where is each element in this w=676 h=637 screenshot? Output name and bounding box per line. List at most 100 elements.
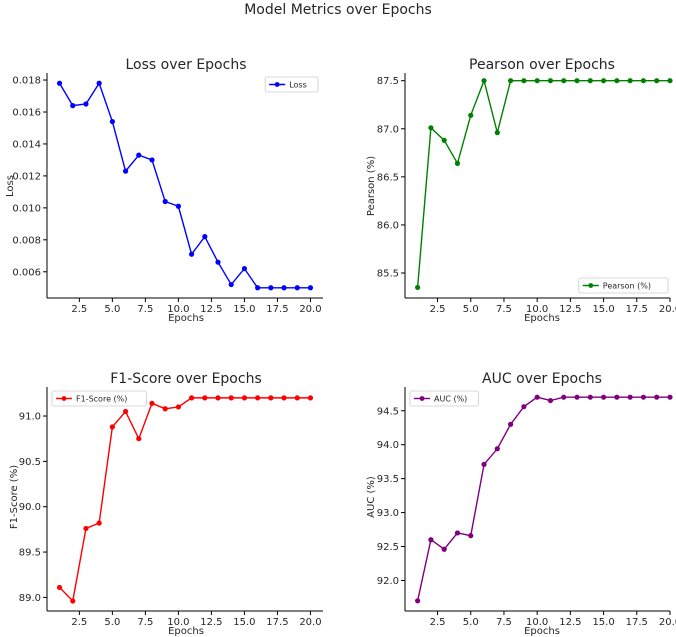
loss-data-point	[149, 157, 155, 163]
loss-legend-marker	[274, 82, 280, 87]
auc-data-point	[454, 530, 461, 536]
auc-data-point	[494, 446, 500, 452]
loss-data-point	[281, 285, 287, 291]
auc-legend: AUC (%)	[409, 390, 479, 407]
pearson-data-point	[561, 78, 567, 84]
f1-data-point	[189, 395, 195, 401]
auc-xtick-label: 20.0	[659, 617, 676, 628]
f1-xlabel: Epochs	[168, 626, 204, 637]
f1-data-point	[96, 520, 102, 526]
loss-data-point	[109, 118, 115, 125]
f1-xtick-label: 12.5	[200, 617, 222, 628]
pearson-xtick-label: 2.5	[430, 304, 446, 315]
loss-ylabel: Loss	[5, 175, 16, 197]
pearson-data-point	[600, 78, 607, 84]
loss-data-point	[175, 203, 181, 209]
pearson-data-point	[574, 78, 580, 84]
auc-legend-marker	[419, 396, 425, 401]
loss-xtick-label: 5.0	[104, 304, 120, 315]
f1-data-point	[268, 395, 274, 401]
f1-xtick-label: 2.5	[71, 617, 87, 628]
pearson-legend-label: Pearson (%)	[603, 282, 651, 291]
loss-legend-label: Loss	[289, 81, 307, 90]
loss-ytick-label: 0.014	[12, 139, 41, 150]
pearson-data-point	[508, 78, 514, 84]
f1-data-point	[122, 408, 129, 415]
loss-data-point	[268, 285, 274, 291]
loss-data-point	[162, 198, 168, 205]
loss-plot-area: 2.5 5.0 7.5 10.0 12.5 15.0 17.5 20.0 0.006 0.008 0…	[12, 73, 323, 315]
auc-data-point	[441, 546, 447, 552]
pearson-series-line	[416, 78, 670, 288]
auc-xtick-label: 7.5	[496, 617, 512, 628]
f1-xtick-label: 10.0	[167, 617, 189, 628]
f1-data-point	[149, 400, 155, 406]
loss-data-point	[189, 251, 195, 257]
f1-ytick-label: 89.5	[19, 548, 41, 559]
loss-legend: Loss	[264, 76, 319, 93]
f1-xtick-label: 20.0	[299, 617, 321, 628]
pearson-data-point	[654, 78, 660, 84]
pearson-xlabel: Epochs	[524, 313, 560, 324]
figure-suptitle: Model Metrics over Epochs	[244, 2, 432, 18]
loss-data-point	[241, 265, 248, 272]
loss-xtick-label: 7.5	[137, 304, 153, 315]
f1-xtick-label: 5.0	[104, 617, 120, 628]
loss-ytick-label: 0.016	[12, 107, 41, 118]
auc-data-point	[547, 397, 554, 404]
loss-data-point	[83, 101, 89, 107]
loss-data-point	[56, 80, 63, 86]
f1-data-point	[281, 395, 287, 401]
pearson-data-point	[415, 284, 421, 291]
auc-panel: AUC over Epochs Epochs AUC (%) 2.5 5.0 7.5…	[366, 371, 676, 637]
f1-plot-area: 2.5 5.0 7.5 10.0 12.5 15.0 17.5 20.0 89.0 89.5 90.…	[19, 387, 323, 628]
auc-data-point	[561, 394, 567, 400]
auc-xtick-label: 17.5	[626, 617, 648, 628]
pearson-data-point	[587, 78, 593, 84]
pearson-legend-marker	[588, 283, 594, 288]
pearson-xtick-label: 12.5	[559, 304, 581, 315]
auc-xtick-label: 2.5	[430, 617, 446, 628]
auc-legend-box	[409, 390, 479, 407]
f1-data-point	[255, 395, 261, 401]
f1-series-line	[59, 397, 311, 603]
f1-data-point	[228, 395, 234, 401]
pearson-title: Pearson over Epochs	[469, 57, 615, 73]
loss-xtick-label: 10.0	[167, 304, 189, 315]
f1-title: F1-Score over Epochs	[110, 371, 262, 387]
loss-ytick-label: 0.010	[12, 203, 41, 214]
pearson-data-point	[627, 78, 633, 84]
auc-ytick-label: 93.5	[377, 474, 399, 485]
auc-data-point	[574, 394, 580, 400]
loss-legend-box	[264, 76, 319, 93]
pearson-data-point	[547, 78, 554, 84]
auc-data-point	[600, 394, 607, 400]
loss-data-point	[136, 152, 142, 158]
f1-ytick-label: 90.0	[19, 502, 41, 513]
f1-data-point	[307, 395, 314, 401]
auc-data-point	[508, 421, 514, 427]
pearson-ytick-label: 86.0	[377, 220, 399, 231]
pearson-ytick-label: 85.5	[377, 269, 399, 280]
loss-xlabel: Epochs	[168, 313, 204, 324]
f1-legend: F1-Score (%)	[51, 390, 147, 407]
f1-data-point	[56, 584, 63, 591]
auc-data-point	[534, 394, 540, 400]
auc-ytick-label: 94.5	[377, 406, 399, 417]
pearson-ytick-label: 86.5	[377, 172, 399, 183]
loss-title: Loss over Epochs	[126, 57, 247, 73]
auc-xtick-label: 12.5	[559, 617, 581, 628]
pearson-ytick-label: 87.5	[377, 76, 399, 87]
pearson-data-point	[428, 125, 434, 131]
f1-ytick-label: 90.5	[19, 457, 41, 468]
auc-data-point	[627, 394, 633, 400]
f1-data-point	[241, 395, 248, 401]
f1-data-point	[83, 525, 89, 532]
f1-data-point	[175, 404, 181, 410]
loss-data-point	[307, 285, 314, 291]
loss-panel: Loss over Epochs Epochs Loss 2.5 5.0 7.5 10…	[5, 57, 323, 324]
auc-xtick-label: 15.0	[592, 617, 614, 628]
loss-ytick-label: 0.012	[12, 171, 41, 182]
f1-ylabel: F1-Score (%)	[9, 465, 20, 529]
loss-data-point	[202, 234, 208, 240]
